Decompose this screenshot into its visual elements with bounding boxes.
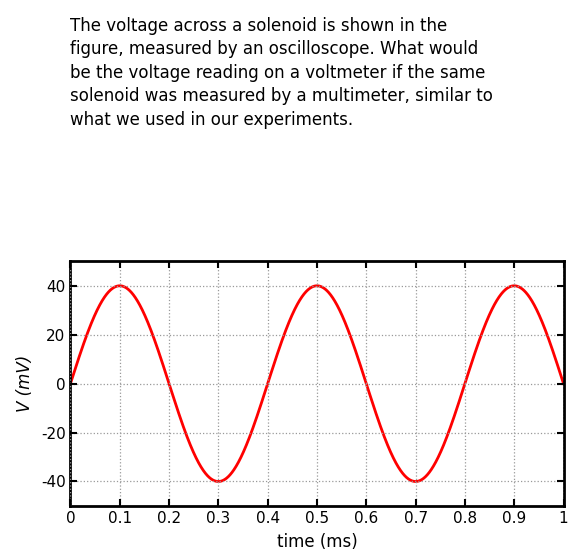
Y-axis label: V (mV): V (mV) [16, 355, 34, 412]
Text: The voltage across a solenoid is shown in the
figure, measured by an oscilloscop: The voltage across a solenoid is shown i… [70, 17, 493, 129]
X-axis label: time (ms): time (ms) [276, 533, 357, 551]
